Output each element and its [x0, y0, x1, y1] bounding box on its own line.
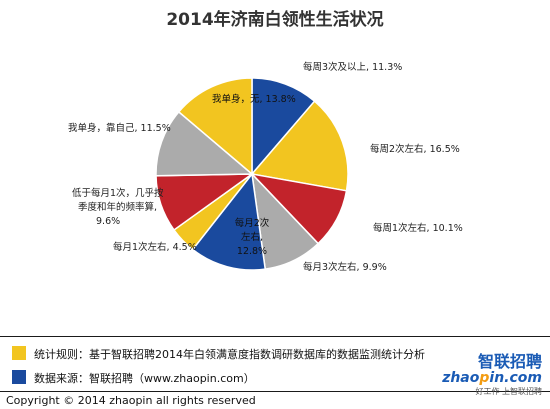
footer-divider: [0, 336, 550, 337]
pie-slice: [191, 172, 267, 271]
pie-slice-label: 每周1次左右, 10.1%: [373, 222, 463, 234]
data-source-text: 数据来源：智联招聘（www.zhaopin.com）: [34, 372, 255, 385]
pie-slice: [177, 77, 253, 176]
copyright-divider: [0, 391, 550, 392]
copyright-text: Copyright © 2014 zhaopin all rights rese…: [6, 394, 256, 407]
stats-rule-text: 统计规则：基于智联招聘2014年白领满意度指数调研数据库的数据监测统计分析: [34, 348, 425, 361]
pie-slice-label: 低于每月1次，几乎按季度和年的频率算, 9.6%: [72, 187, 164, 227]
stats-rule-swatch: [12, 346, 26, 360]
pie-slice-label: 每周2次左右, 16.5%: [370, 143, 460, 155]
pie-slice: [155, 110, 254, 177]
logo-slogan: 好工作 上智联招聘: [475, 387, 542, 396]
zhaopin-logo: 智联招聘 zhaopin.com 好工作 上智联招聘: [442, 348, 542, 397]
logo-cn: 智联招聘: [477, 352, 542, 371]
pie-slice-label: 每周3次及以上, 11.3%: [303, 61, 402, 73]
data-source-swatch: [12, 370, 26, 384]
pie-slice-label: 我单身，靠自己, 11.5%: [68, 122, 171, 134]
pie-slice: [251, 77, 316, 177]
pie-slice-label: 每月1次左右, 4.5%: [113, 241, 197, 253]
pie-slice-label: 我单身，无, 13.8%: [212, 93, 296, 105]
pie-slice-label: 每月2次左右, 12.8%: [235, 217, 270, 257]
logo-en: zhaopin.com: [442, 370, 542, 386]
chart-title: 2014年济南白领性生活状况: [166, 10, 384, 30]
stats-rule-note: 统计规则：基于智联招聘2014年白领满意度指数调研数据库的数据监测统计分析: [12, 346, 425, 362]
pie-slice-label: 每月3次左右, 9.9%: [303, 261, 387, 273]
pie-slice: [250, 100, 349, 192]
data-source-note: 数据来源：智联招聘（www.zhaopin.com）: [12, 370, 255, 386]
